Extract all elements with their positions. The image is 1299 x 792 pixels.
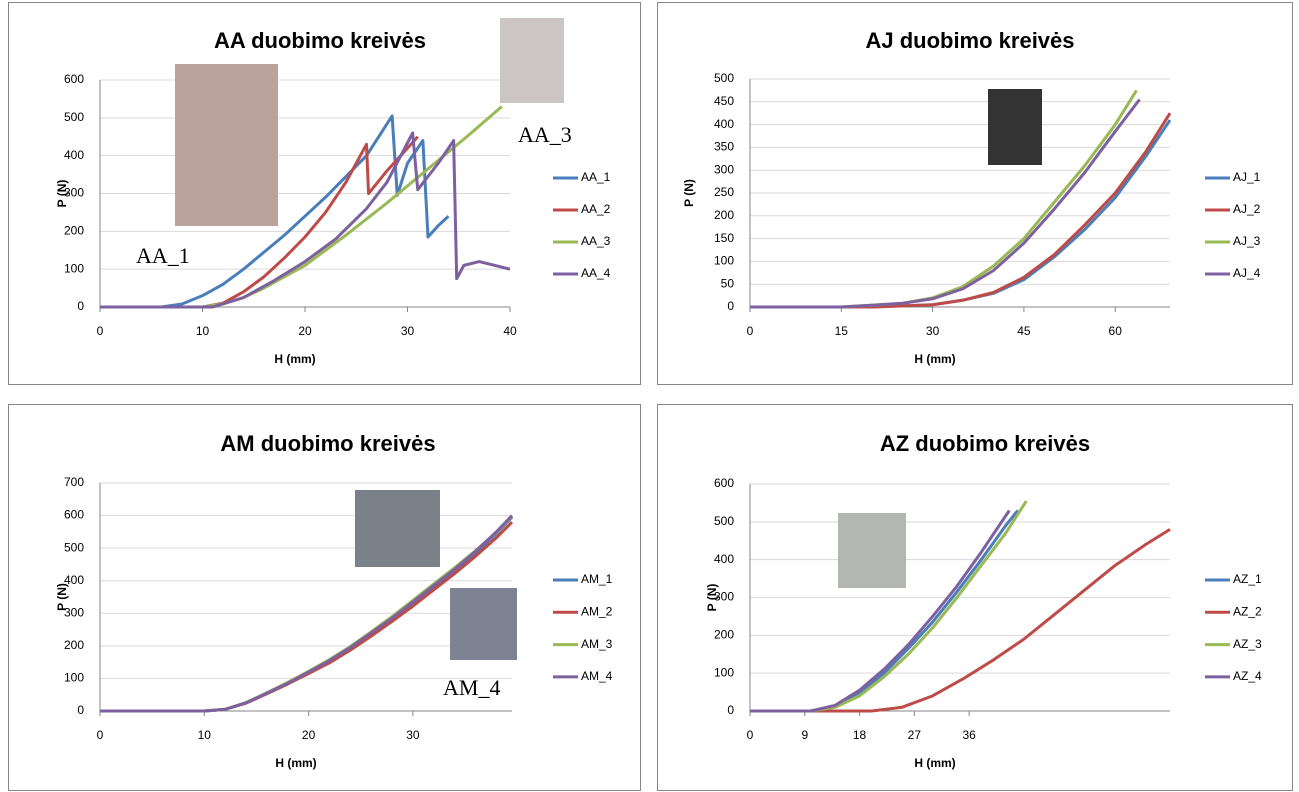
y-tick-label: 500	[714, 514, 734, 528]
x-tick-label: 45	[1017, 324, 1031, 338]
y-tick-label: 350	[714, 140, 734, 154]
chart-title: AZ duobimo kreivės	[880, 431, 1090, 456]
x-axis-title: H (mm)	[914, 352, 955, 366]
specimen-photo	[355, 490, 440, 567]
legend-label: AZ_1	[1233, 572, 1262, 586]
x-tick-label: 30	[406, 728, 420, 742]
legend-label: AM_3	[581, 637, 613, 651]
legend-label: AZ_3	[1233, 637, 1262, 651]
x-tick-label: 20	[302, 728, 316, 742]
legend-label: AM_4	[581, 669, 613, 683]
y-tick-label: 500	[64, 110, 84, 124]
x-tick-label: 40	[503, 324, 517, 338]
chart-title: AM duobimo kreivės	[220, 431, 435, 456]
y-tick-label: 400	[714, 117, 734, 131]
x-tick-label: 60	[1109, 324, 1123, 338]
x-tick-label: 9	[801, 728, 808, 742]
x-tick-label: 20	[298, 324, 312, 338]
y-tick-label: 250	[714, 185, 734, 199]
annotation: AM_4	[443, 675, 500, 700]
x-tick-label: 18	[853, 728, 867, 742]
x-tick-label: 0	[97, 324, 104, 338]
legend-label: AA_3	[581, 234, 611, 248]
y-tick-label: 300	[714, 162, 734, 176]
y-tick-label: 0	[727, 703, 734, 717]
specimen-photo	[500, 18, 564, 103]
specimen-photo	[450, 588, 517, 660]
y-tick-label: 0	[727, 299, 734, 313]
y-tick-label: 50	[721, 276, 735, 290]
y-tick-label: 600	[64, 72, 84, 86]
legend-label: AJ_2	[1233, 202, 1261, 216]
y-tick-label: 400	[64, 148, 84, 162]
y-tick-label: 450	[714, 94, 734, 108]
y-tick-label: 200	[64, 638, 84, 652]
y-axis-title: P (N)	[705, 584, 719, 612]
y-axis-title: P (N)	[55, 180, 69, 208]
x-axis-title: H (mm)	[275, 756, 316, 770]
y-tick-label: 200	[64, 224, 84, 238]
x-tick-label: 0	[97, 728, 104, 742]
page: {"chart_data": [ {"type": "line", "title…	[0, 0, 1299, 792]
legend-label: AZ_4	[1233, 669, 1262, 683]
x-tick-label: 36	[962, 728, 976, 742]
y-tick-label: 100	[64, 261, 84, 275]
x-tick-label: 0	[747, 728, 754, 742]
x-tick-label: 10	[198, 728, 212, 742]
y-tick-label: 500	[714, 71, 734, 85]
y-tick-label: 100	[714, 254, 734, 268]
y-tick-label: 400	[714, 552, 734, 566]
chart-grid: 0100200300400500600010203040AA_1AA_2AA_3…	[0, 0, 1299, 792]
x-tick-label: 30	[401, 324, 415, 338]
legend-label: AZ_2	[1233, 604, 1262, 618]
x-axis-title: H (mm)	[274, 352, 315, 366]
x-axis-title: H (mm)	[914, 756, 955, 770]
legend-label: AM_1	[581, 572, 613, 586]
x-tick-label: 30	[926, 324, 940, 338]
y-tick-label: 100	[64, 671, 84, 685]
x-tick-label: 15	[835, 324, 849, 338]
y-tick-label: 0	[77, 299, 84, 313]
y-tick-label: 600	[714, 476, 734, 490]
specimen-photo	[988, 89, 1042, 165]
legend-label: AA_2	[581, 202, 611, 216]
y-axis-title: P (N)	[55, 583, 69, 611]
y-tick-label: 200	[714, 628, 734, 642]
legend-label: AM_2	[581, 604, 613, 618]
annotation: AA_1	[136, 243, 190, 268]
legend-label: AJ_1	[1233, 170, 1261, 184]
y-tick-label: 150	[714, 231, 734, 245]
y-axis-title: P (N)	[682, 179, 696, 207]
legend-label: AA_1	[581, 170, 611, 184]
y-tick-label: 0	[77, 703, 84, 717]
chart-title: AJ duobimo kreivės	[865, 28, 1074, 53]
annotation: AA_3	[518, 122, 572, 147]
legend-label: AJ_3	[1233, 234, 1261, 248]
y-tick-label: 200	[714, 208, 734, 222]
specimen-photo	[175, 64, 278, 226]
y-tick-label: 500	[64, 540, 84, 554]
y-tick-label: 600	[64, 508, 84, 522]
x-tick-label: 10	[196, 324, 210, 338]
x-tick-label: 27	[908, 728, 922, 742]
y-tick-label: 100	[714, 665, 734, 679]
chart-title: AA duobimo kreivės	[214, 28, 426, 53]
legend-label: AA_4	[581, 266, 611, 280]
x-tick-label: 0	[747, 324, 754, 338]
legend-label: AJ_4	[1233, 266, 1261, 280]
y-tick-label: 700	[64, 475, 84, 489]
specimen-photo	[838, 513, 906, 588]
